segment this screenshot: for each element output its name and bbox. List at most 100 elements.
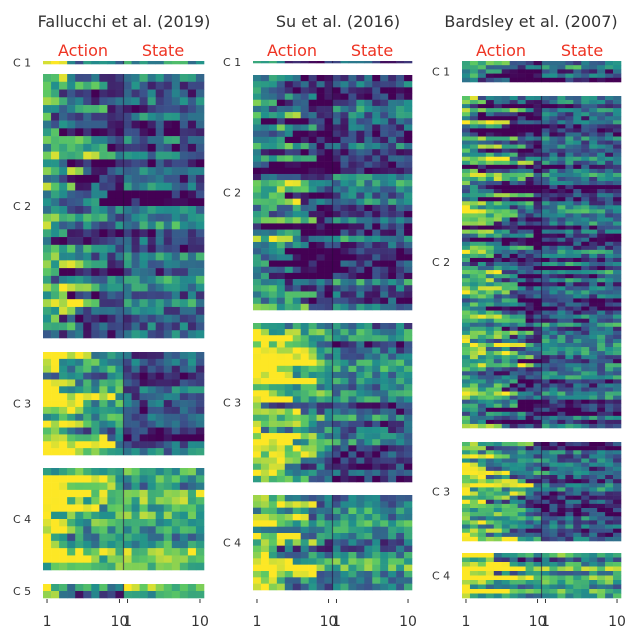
heatmap-cell <box>573 290 582 295</box>
heatmap-cell <box>581 415 590 421</box>
heatmap-cell <box>469 172 479 178</box>
heatmap-cell <box>51 519 60 527</box>
heatmap-cell <box>171 482 181 491</box>
heatmap-cell <box>340 323 349 330</box>
heatmap-cell <box>51 497 60 505</box>
heatmap-cell <box>187 151 197 160</box>
heatmap-cell <box>83 74 92 83</box>
heatmap-cell <box>179 81 189 90</box>
heatmap-cell <box>139 322 148 331</box>
heatmap-cell <box>485 334 495 340</box>
heatmap-cell <box>195 562 205 571</box>
heatmap-cell <box>493 189 503 194</box>
heatmap-cell <box>462 314 471 319</box>
heatmap-cell <box>565 65 574 70</box>
heatmap-cell <box>43 120 52 129</box>
heatmap-cell <box>372 426 381 434</box>
heatmap-cell <box>308 112 317 119</box>
heatmap-cell <box>541 241 550 247</box>
heatmap-cell <box>372 229 381 237</box>
heatmap-cell <box>485 407 495 413</box>
heatmap-cell <box>469 466 479 472</box>
heatmap-cell <box>276 414 286 422</box>
heatmap-cell <box>557 487 566 492</box>
heatmap-cell <box>292 439 301 446</box>
heatmap-cell <box>477 399 487 405</box>
heatmap-cell <box>396 408 405 416</box>
heatmap-cell <box>605 298 614 303</box>
heatmap-cell <box>51 174 60 183</box>
heatmap-cell <box>91 330 100 339</box>
group-divider <box>122 74 125 338</box>
heatmap-cell <box>187 420 197 428</box>
heatmap-cell <box>51 182 60 191</box>
heatmap-cell <box>581 290 590 295</box>
heatmap-cell <box>123 548 132 556</box>
heatmap-cell <box>549 116 558 121</box>
heatmap-cell <box>501 495 510 501</box>
heatmap-cell <box>348 347 357 354</box>
heatmap-cell <box>356 173 365 181</box>
heatmap-cell <box>139 533 148 542</box>
heatmap-cell <box>525 338 534 344</box>
heatmap-cell <box>253 469 262 477</box>
heatmap-cell <box>187 167 197 176</box>
heatmap-cell <box>396 539 405 546</box>
heatmap-cell <box>372 451 381 458</box>
heatmap-cell <box>581 314 590 319</box>
heatmap-cell <box>308 335 317 342</box>
heatmap-cell <box>501 470 510 476</box>
heatmap-cell <box>485 237 495 243</box>
heatmap-cell <box>316 248 325 255</box>
heatmap-cell <box>115 562 124 571</box>
heatmap-cell <box>43 229 52 238</box>
heatmap-cell <box>388 211 397 218</box>
heatmap-cell <box>340 173 349 181</box>
heatmap-cell <box>388 124 397 131</box>
heatmap-cell <box>348 211 357 218</box>
heatmap-cell <box>388 371 397 379</box>
heatmap-cell <box>284 241 294 249</box>
heatmap-cell <box>292 204 301 212</box>
heatmap-cell <box>485 266 495 271</box>
heatmap-cell <box>115 468 124 476</box>
heatmap-cell <box>99 365 108 373</box>
heatmap-cell <box>340 61 349 64</box>
heatmap-cell <box>589 176 598 182</box>
heatmap-cell <box>147 97 156 106</box>
heatmap-cell <box>155 358 165 367</box>
heatmap-cell <box>517 124 526 129</box>
heatmap-cell <box>557 100 566 105</box>
heatmap-cell <box>43 74 52 83</box>
heatmap-cell <box>171 352 181 360</box>
heatmap-cell <box>115 213 124 222</box>
heatmap-cell <box>300 99 309 107</box>
heatmap-cell <box>581 193 590 198</box>
heatmap-cell <box>581 466 590 472</box>
heatmap-cell <box>557 330 566 336</box>
heatmap-cell <box>462 181 471 186</box>
heatmap-cell <box>565 330 574 336</box>
heatmap-cell <box>308 514 317 521</box>
heatmap-cell <box>404 93 413 101</box>
heatmap-cell <box>581 249 590 255</box>
heatmap-cell <box>67 330 76 339</box>
heatmap-cell <box>284 353 294 360</box>
heatmap-cell <box>477 185 487 190</box>
heatmap-cell <box>509 181 518 186</box>
heatmap-cell <box>485 302 495 307</box>
heatmap-cell <box>139 372 148 380</box>
heatmap-cell <box>541 221 550 226</box>
heatmap-cell <box>195 448 205 456</box>
heatmap-cell <box>260 217 270 224</box>
heatmap-cell <box>284 211 294 218</box>
heatmap-cell <box>573 322 582 328</box>
heatmap-cell <box>372 475 381 483</box>
heatmap-cell <box>372 93 381 101</box>
heatmap-cell <box>91 365 100 373</box>
heatmap-cell <box>107 533 116 542</box>
heatmap-cell <box>533 470 542 476</box>
heatmap-cell <box>59 352 68 360</box>
heatmap-cell <box>462 274 471 279</box>
heatmap-cell <box>131 441 140 449</box>
